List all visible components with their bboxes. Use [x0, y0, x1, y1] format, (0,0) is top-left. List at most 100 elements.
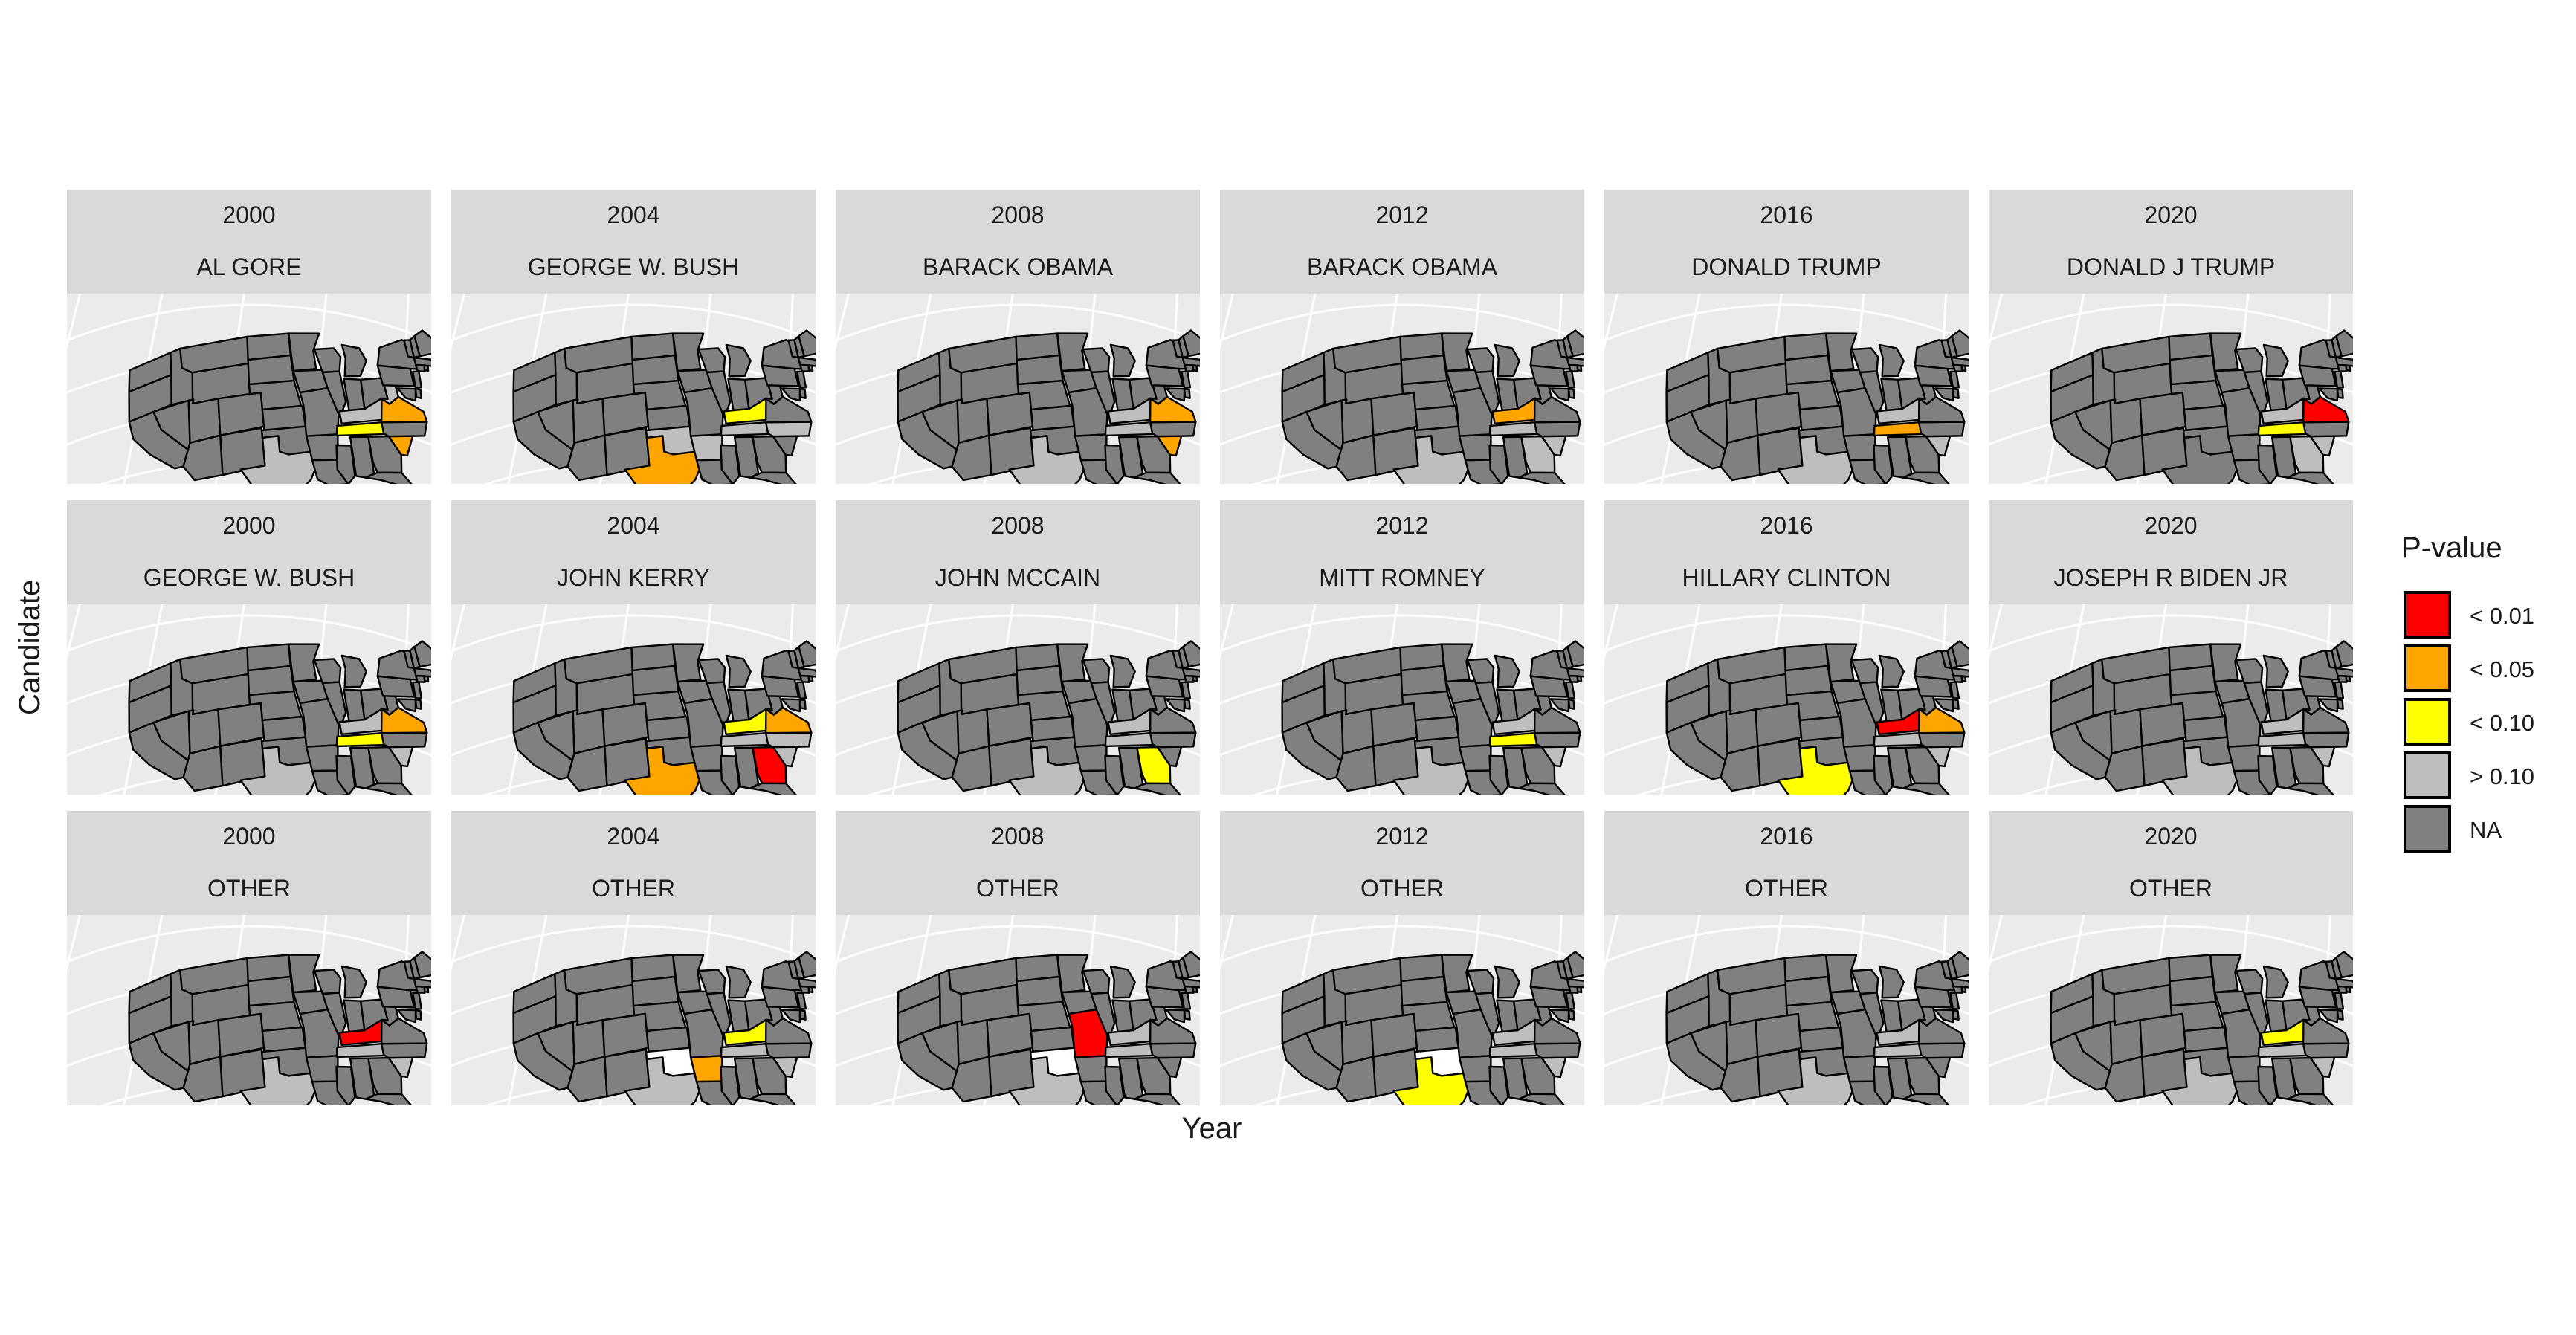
- state-md: [1934, 1009, 1954, 1024]
- us-state-map: [836, 915, 1200, 1105]
- state-ar: [1458, 744, 1492, 772]
- state-mn: [672, 954, 705, 994]
- state-il: [706, 992, 732, 1040]
- facet-panel: 2000 AL GORE: [67, 190, 431, 484]
- state-fl: [365, 782, 413, 795]
- state-wi: [2235, 969, 2264, 995]
- state-ms: [1488, 754, 1509, 795]
- facet-strip: 2012 OTHER: [1220, 811, 1584, 915]
- state-nc: [2302, 421, 2350, 438]
- facet-strip: 2000 OTHER: [67, 811, 431, 915]
- state-nc: [2302, 1042, 2350, 1059]
- state-mi: [725, 343, 752, 378]
- facet-panel: 2020 DONALD J TRUMP: [1989, 190, 2353, 484]
- facet-candidate-label: BARACK OBAMA: [1306, 253, 1498, 280]
- state-mi: [2262, 654, 2289, 688]
- state-de: [798, 698, 807, 710]
- state-tx: [1392, 746, 1471, 795]
- us-state-map: [1220, 294, 1584, 484]
- state-me: [1566, 329, 1584, 358]
- facet-year-label: 2000: [222, 512, 276, 539]
- state-me: [1951, 951, 1969, 979]
- state-mi: [1878, 343, 1905, 378]
- us-state-map: [836, 604, 1200, 795]
- map-plot-area: [836, 915, 1200, 1105]
- state-tx: [1777, 1056, 1855, 1105]
- state-sd: [1016, 354, 1064, 386]
- state-md: [781, 1009, 801, 1024]
- us-state-map: [836, 294, 1200, 484]
- state-fl: [365, 471, 413, 484]
- facet-year-label: 2008: [991, 201, 1045, 228]
- state-me: [1566, 951, 1584, 979]
- facet-candidate-label: OTHER: [2129, 875, 2212, 902]
- state-mi: [1494, 965, 1520, 999]
- y-axis-label: Candidate: [13, 579, 46, 715]
- state-fl: [1134, 782, 1181, 795]
- facet-candidate-label: MITT ROMNEY: [1319, 564, 1485, 591]
- state-md: [2318, 1009, 2339, 1024]
- facet-panel: 2004 OTHER: [451, 811, 816, 1105]
- state-il: [1090, 370, 1116, 418]
- state-wi: [1850, 969, 1879, 995]
- facet-panel: 2008 OTHER: [836, 811, 1200, 1105]
- state-fl: [1902, 1093, 1950, 1105]
- state-md: [396, 1009, 417, 1024]
- state-ma: [1181, 977, 1200, 989]
- us-state-map: [451, 294, 816, 484]
- state-ar: [689, 1055, 723, 1083]
- state-ar: [1842, 744, 1876, 772]
- state-fl: [1134, 471, 1181, 484]
- legend-key-na: [2404, 805, 2451, 853]
- state-nc: [1533, 421, 1581, 438]
- state-ma: [1566, 667, 1584, 678]
- state-me: [798, 329, 816, 358]
- facet-panel: 2004 GEORGE W. BUSH: [451, 190, 816, 484]
- state-mn: [2209, 332, 2242, 372]
- state-de: [1183, 698, 1191, 710]
- state-il: [1090, 681, 1116, 729]
- state-fl: [749, 782, 797, 795]
- state-wi: [313, 969, 342, 995]
- state-il: [2243, 681, 2269, 729]
- legend-label-gt010: > 0.10: [2470, 763, 2535, 789]
- state-de: [1183, 387, 1191, 399]
- us-state-map: [1604, 604, 1969, 795]
- state-fl: [1518, 782, 1566, 795]
- state-sd: [1400, 665, 1448, 696]
- facet-strip: 2004 JOHN KERRY: [451, 500, 816, 604]
- state-ms: [2257, 754, 2278, 795]
- state-nc: [1917, 731, 1966, 749]
- state-md: [1934, 698, 1954, 713]
- state-md: [2318, 387, 2339, 402]
- state-fl: [365, 1093, 413, 1105]
- state-ar: [2227, 1055, 2261, 1083]
- state-wi: [697, 347, 726, 374]
- legend-title: P-value: [2401, 531, 2502, 564]
- legend-key-lt005: [2404, 644, 2451, 692]
- state-ar: [2227, 744, 2261, 772]
- state-ms: [2257, 444, 2278, 484]
- state-me: [1182, 951, 1200, 979]
- state-ma: [1950, 667, 1969, 678]
- state-ma: [1181, 667, 1200, 678]
- state-de: [414, 1009, 422, 1021]
- state-ma: [1950, 977, 1969, 989]
- facet-candidate-label: GEORGE W. BUSH: [527, 253, 740, 280]
- state-ma: [1566, 977, 1584, 989]
- state-nc: [380, 1042, 428, 1059]
- state-nc: [1917, 1042, 1966, 1059]
- facet-year-label: 2020: [2144, 512, 2198, 539]
- state-ma: [797, 356, 816, 367]
- facet-panel: 2020 JOSEPH R BIDEN JR: [1989, 500, 2353, 795]
- legend-item-lt010: < 0.10: [2401, 696, 2572, 750]
- state-sd: [631, 354, 679, 386]
- state-il: [2243, 992, 2269, 1040]
- state-ms: [2257, 1065, 2278, 1105]
- state-tx: [2161, 1056, 2239, 1105]
- facet-year-label: 2016: [1760, 512, 1813, 539]
- state-me: [413, 329, 431, 358]
- facet-strip: 2008 BARACK OBAMA: [836, 190, 1200, 294]
- facet-panel: 2000 OTHER: [67, 811, 431, 1105]
- state-ar: [2227, 433, 2261, 462]
